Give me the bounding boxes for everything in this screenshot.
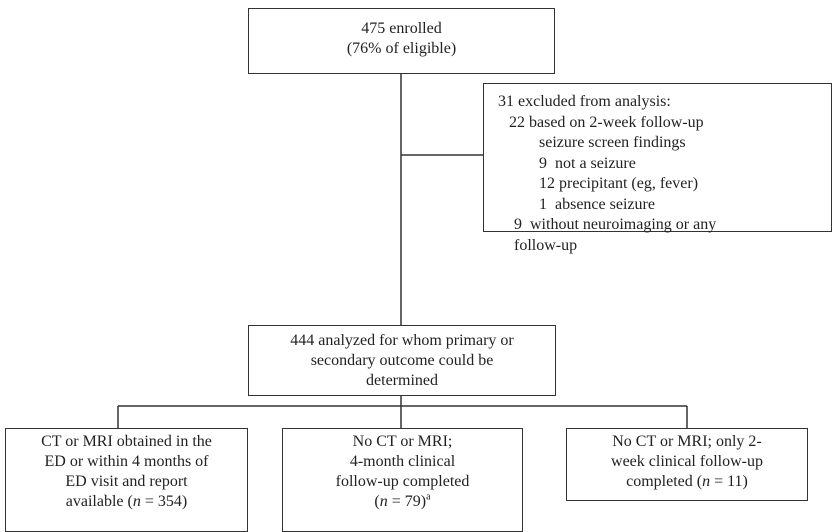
box-text: secondary outcome could be [310, 352, 494, 369]
box-text: completed ( [626, 473, 703, 490]
box-text: ( [374, 493, 380, 510]
box-text: n [132, 493, 141, 510]
box-text: completed (n = 11) [567, 472, 807, 492]
box-text: No CT or MRI; only 2- [612, 433, 762, 450]
excluded-box: 31 excluded from analysis: 22 based on 2… [483, 83, 832, 254]
box-text: 22 based on 2-week follow-up [509, 113, 704, 131]
box-text: 9 not a seizure [539, 154, 636, 172]
box-text: CT or MRI obtained in the [41, 433, 212, 450]
box-text: No CT or MRI; [352, 433, 453, 450]
box-text: 1 absence seizure [539, 195, 655, 213]
box-text: 9 without neuroimaging or any [514, 216, 717, 233]
box-text: n [379, 493, 388, 510]
box-text: 4-month clinical [349, 453, 456, 470]
box-text: (n = 79)a [283, 492, 522, 512]
box-text: week clinical follow-up [611, 453, 763, 470]
box-text: seizure screen findings [539, 134, 686, 151]
clinical-2week-box: No CT or MRI; only 2- week clinical foll… [566, 428, 808, 501]
box-text: = 354) [140, 493, 188, 510]
box-text: follow-up completed [335, 473, 470, 490]
enrolled-box: 475 enrolled (76% of eligible) [248, 8, 555, 74]
box-text: available ( [65, 493, 133, 510]
analyzed-box: 444 analyzed for whom primary or seconda… [248, 325, 556, 396]
box-text: follow-up [514, 236, 578, 254]
box-text: = 79) [387, 493, 427, 510]
box-text: ED visit and report [65, 473, 188, 490]
box-text: (76% of eligible) [346, 40, 457, 57]
box-text: = 11) [710, 473, 748, 490]
imaging-box: CT or MRI obtained in the ED or within 4… [5, 428, 248, 532]
box-text: ED or within 4 months of [44, 453, 209, 470]
box-text: available (n = 354) [6, 492, 247, 512]
box-text: 31 excluded from analysis: [498, 93, 671, 110]
clinical-4month-box: No CT or MRI; 4-month clinical follow-up… [282, 428, 523, 532]
box-text: 12 precipitant (eg, fever) [539, 175, 699, 192]
footnote-mark: a [426, 491, 431, 503]
box-text: 475 enrolled [361, 20, 442, 37]
box-text: 444 analyzed for whom primary or [290, 332, 514, 349]
box-text: n [702, 473, 711, 490]
box-text: determined [366, 372, 438, 389]
